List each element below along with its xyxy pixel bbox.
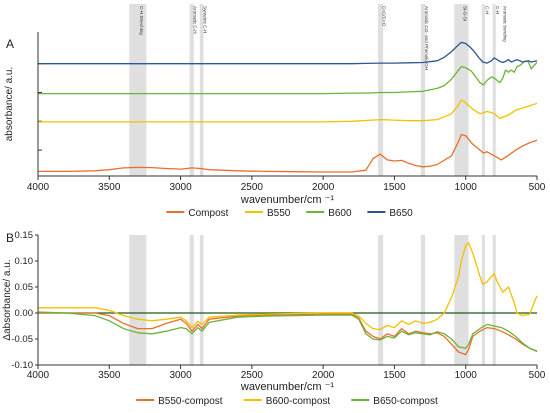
y-tick-label: 0.05 [15,282,34,293]
legend-label: B600 [328,208,352,219]
x-tick-label: 3500 [98,370,121,381]
band-label: C=C/C=O [382,6,387,27]
band-highlight [189,4,194,176]
band-highlight [129,4,147,176]
x-tick-label: 500 [529,182,546,193]
band-highlight [454,4,469,176]
band-highlight [199,4,204,176]
y-axis-label: absorbance/ a.u. [4,67,15,142]
series-line [38,133,538,173]
band-highlight [378,235,384,365]
x-tick-label: 2000 [312,370,335,381]
y-tick-label: -0.10 [11,360,33,371]
band-label: C-H [495,6,500,14]
y-tick-label: 0.10 [15,256,34,267]
panel-letter: B [6,231,14,245]
y-axis-label: Δabsorbance/ a.u. [2,259,13,340]
legend-label: B550 [267,208,291,219]
y-tick-label: 0.15 [15,230,34,241]
x-tick-label: 3000 [169,370,192,381]
panel-letter: A [6,37,14,51]
x-tick-label: 500 [529,370,546,381]
series-line [38,242,538,331]
series-line [38,41,538,65]
x-tick-label: 1500 [383,370,406,381]
legend-label: Compost [188,208,228,219]
y-tick-label: 0.00 [15,308,34,319]
x-tick-label: 2500 [241,182,264,193]
x-tick-label: 2500 [241,370,264,381]
legend-label: B650-compost [373,396,438,407]
band-highlight [129,235,147,365]
series-line [38,99,538,123]
legend-label: B600-compost [266,396,331,407]
band-highlight [481,235,485,365]
band-highlight [492,235,496,365]
x-tick-label: 1000 [455,182,478,193]
legend-label: B550-compost [158,396,223,407]
band-label: Aromatic CO- and Phenolic-OH [424,6,429,70]
band-highlight [378,4,384,176]
x-tick-label: 3000 [169,182,192,193]
band-label: Aromatic C-H [193,6,198,34]
y-tick-label: -0.05 [11,334,33,345]
x-tick-label: 4000 [27,370,50,381]
band-label: Symetric C-H [203,6,208,33]
band-highlight [189,235,194,365]
band-highlight [454,235,469,365]
x-tick-label: 1000 [455,370,478,381]
x-axis-label: wavenumber/cm ⁻¹ [240,194,335,206]
x-axis-label: wavenumber/cm ⁻¹ [240,381,335,393]
x-tick-label: 2000 [312,182,335,193]
series-line [38,312,538,356]
legend-label: B650 [389,208,413,219]
band-highlight [481,4,485,176]
band-highlight [420,235,426,365]
x-tick-label: 4000 [27,182,50,193]
band-label: Aromatic bending [502,6,507,42]
x-tick-label: 3500 [98,182,121,193]
band-label: C-H Streching [139,6,144,35]
band-highlight [420,4,426,176]
series-line [38,60,538,95]
series-line [37,311,538,353]
x-tick-label: 1500 [383,182,406,193]
band-label: Si-O-Si [462,6,467,21]
band-label: C-H [484,6,489,14]
band-highlight [199,235,204,365]
band-highlight [492,4,496,176]
